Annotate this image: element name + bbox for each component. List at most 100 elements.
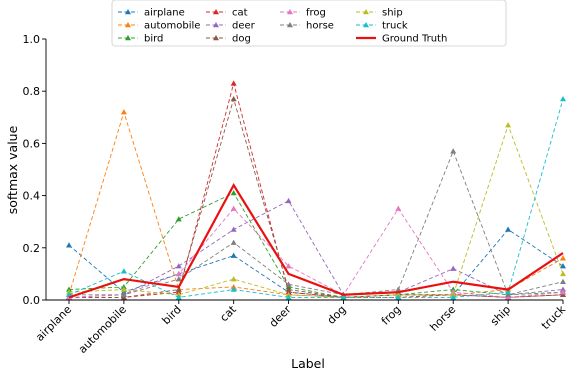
legend-label: ship — [382, 8, 403, 19]
data-point-frog — [175, 270, 182, 277]
y-axis-label: softmax value — [5, 125, 20, 214]
data-point-horse — [560, 278, 566, 284]
series-line-bird — [68, 192, 564, 298]
legend-entry-automobile: automobile — [118, 21, 200, 32]
x-tick-label-automobile: automobile — [76, 303, 129, 356]
data-point-truck — [175, 294, 182, 300]
legend-label: bird — [144, 34, 163, 45]
series-ground-truth — [68, 182, 564, 299]
y-tick-label: 0.8 — [23, 85, 41, 98]
data-point-cat — [230, 80, 237, 86]
x-tick-label-truck: truck — [539, 302, 569, 332]
data-point-frog — [285, 263, 292, 269]
legend-marker — [213, 9, 219, 15]
data-point-truck — [120, 268, 127, 274]
y-tick-label: 0.6 — [23, 137, 41, 150]
y-tick-label: 1.0 — [23, 33, 41, 46]
x-tick-label-frog: frog — [379, 303, 404, 328]
data-point-horse — [120, 291, 127, 298]
legend-label: dog — [232, 34, 251, 45]
data-point-truck — [505, 289, 512, 295]
series-line-deer — [68, 200, 564, 298]
legend-entry-truck: truck — [356, 21, 408, 32]
legend-marker — [213, 22, 219, 28]
data-point-horse — [230, 239, 237, 245]
series-cat — [66, 80, 566, 300]
data-point-truck — [66, 291, 72, 298]
axes: 0.0 0.2 0.4 0.6 0.8 1.0 airplane automobile bird… — [23, 33, 569, 356]
data-point-dog — [285, 286, 292, 292]
legend-entry-ground-truth: Ground Truth — [356, 34, 447, 45]
legend-entry-cat: cat — [206, 8, 248, 19]
data-point-horse — [450, 148, 457, 154]
legend-entry-ship: ship — [356, 8, 403, 19]
legend-label: truck — [382, 21, 408, 32]
data-point-airplane — [66, 242, 72, 248]
legend-entry-deer: deer — [206, 21, 256, 32]
legend-marker — [125, 35, 131, 41]
legend-label: airplane — [144, 8, 185, 19]
legend-label: cat — [232, 8, 248, 19]
series-ship — [66, 122, 566, 300]
legend-entry-airplane: airplane — [118, 8, 185, 19]
data-point-automobile — [560, 255, 566, 261]
series-line-ground-truth — [68, 182, 564, 299]
y-tick-label: 0.2 — [23, 242, 41, 255]
x-tick-label-deer: deer — [267, 303, 294, 330]
data-point-ship — [120, 286, 127, 292]
x-tick-label-ship: ship — [488, 303, 513, 328]
legend-marker — [125, 9, 131, 15]
data-point-truck — [395, 294, 402, 300]
y-tick-label: 0.4 — [23, 190, 41, 203]
series-line-cat — [69, 81, 564, 298]
data-point-truck — [285, 294, 292, 300]
data-point-truck — [230, 286, 237, 292]
data-point-deer — [285, 197, 292, 204]
data-point-ship — [505, 122, 512, 128]
data-point-frog — [560, 289, 566, 295]
data-point-airplane — [560, 263, 566, 269]
data-point-deer — [230, 226, 237, 232]
plot-area — [66, 80, 566, 300]
legend-entry-bird: bird — [118, 34, 163, 45]
data-point-airplane — [230, 252, 237, 258]
legend-entry-frog: frog — [280, 8, 326, 19]
data-point-frog — [230, 205, 237, 211]
legend-label: frog — [306, 8, 326, 19]
x-axis-label: Label — [291, 356, 325, 371]
series-line-frog — [68, 207, 564, 298]
x-tick-label-horse: horse — [427, 303, 458, 334]
legend-label: deer — [232, 21, 256, 32]
x-tick-label-bird: bird — [160, 303, 184, 327]
x-tick-label-cat: cat — [217, 302, 239, 324]
data-point-dog — [175, 286, 182, 292]
legend-marker — [287, 22, 293, 28]
legend-marker — [287, 9, 293, 15]
series-horse — [66, 148, 566, 298]
series-dog — [66, 96, 566, 300]
legend-box — [111, 0, 507, 47]
legend-label: Ground Truth — [382, 34, 447, 45]
legend-entry-horse: horse — [280, 21, 334, 32]
data-point-ship — [560, 270, 566, 277]
x-tick-label-airplane: airplane — [33, 303, 74, 344]
data-point-truck — [560, 96, 566, 102]
data-point-airplane — [505, 226, 512, 232]
data-point-horse — [175, 276, 182, 282]
legend-marker — [213, 35, 219, 41]
series-line-dog — [69, 97, 564, 298]
data-point-horse — [285, 281, 292, 287]
series-automobile — [66, 109, 566, 300]
data-point-truck — [450, 294, 457, 300]
data-point-bird — [230, 189, 237, 196]
legend: airplane automobile bird cat deer dog frog hors… — [111, 0, 507, 47]
legend-entry-dog: dog — [206, 34, 251, 45]
legend-marker — [363, 22, 369, 28]
series-line-truck — [68, 98, 564, 298]
legend-marker — [125, 22, 131, 28]
data-point-deer — [450, 265, 457, 271]
data-point-ship — [230, 276, 237, 282]
series-line-ship — [68, 123, 564, 298]
data-point-dog — [230, 96, 237, 102]
